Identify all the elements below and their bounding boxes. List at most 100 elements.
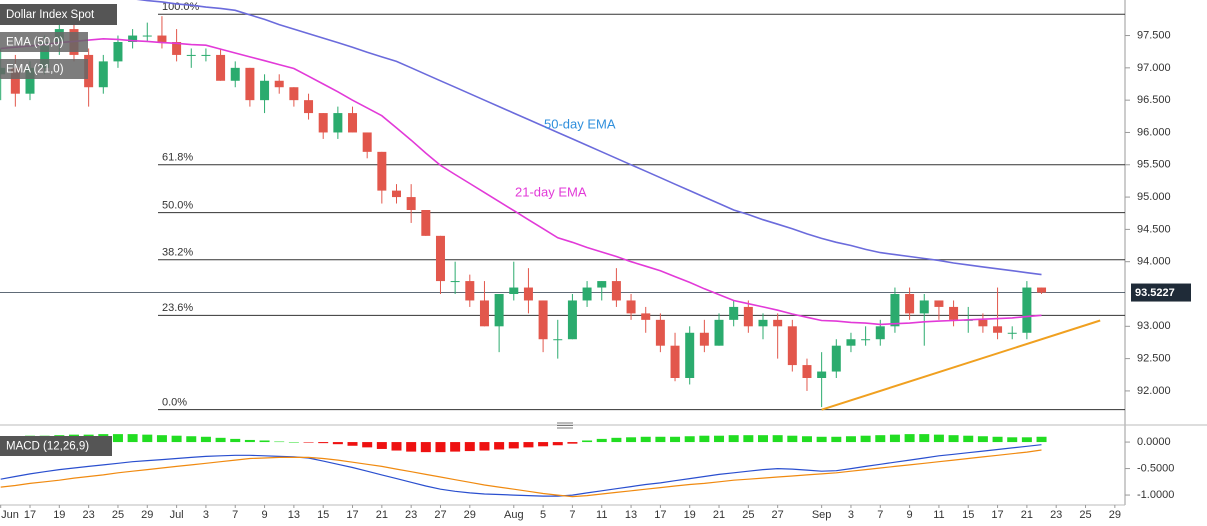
candle-body: [274, 80, 284, 88]
x-tick-label: 11: [596, 509, 607, 521]
y-tick-label: 97.000: [1137, 62, 1171, 74]
histogram-bar: [156, 435, 167, 443]
histogram-bar: [948, 435, 959, 443]
x-tick-label: 25: [742, 509, 754, 521]
candle-body: [1022, 287, 1032, 333]
candle-body: [1037, 287, 1047, 293]
trendline: [821, 319, 1101, 411]
x-tick-label: 7: [232, 509, 238, 521]
candle-body: [84, 54, 94, 88]
candle-body: [216, 54, 226, 81]
legend-box: [0, 59, 88, 79]
x-tick-label: 29: [141, 509, 153, 521]
y-tick-label: 93.000: [1137, 320, 1171, 332]
candle-body: [113, 42, 123, 62]
candle-body: [260, 80, 270, 101]
ema-line: [0, 37, 1042, 326]
legend-box: [0, 32, 88, 52]
fib-level-label: 38.2%: [162, 247, 193, 259]
x-tick-label: 19: [684, 509, 696, 521]
candle-body: [567, 300, 577, 340]
candle-body: [362, 132, 372, 152]
x-tick-label: 27: [434, 509, 446, 521]
x-tick-label: 11: [933, 509, 944, 521]
candle-body: [318, 113, 328, 133]
histogram-bar: [288, 442, 299, 443]
candle-body: [831, 345, 841, 372]
candle-body: [538, 300, 548, 340]
candle-body: [905, 294, 915, 314]
candle-body: [128, 35, 138, 42]
histogram-bar: [538, 442, 549, 447]
candle-body: [10, 67, 20, 94]
x-tick-label: 21: [376, 509, 388, 521]
x-tick-label: 17: [346, 509, 358, 521]
y-tick-label: 0.0000: [1137, 436, 1171, 448]
histogram-bar: [420, 442, 431, 453]
candle-body: [890, 294, 900, 327]
histogram-bar: [582, 440, 593, 443]
x-tick-label: 29: [1109, 509, 1121, 521]
x-tick-label: 21: [713, 509, 725, 521]
histogram-bar: [376, 442, 387, 449]
histogram-bar: [743, 435, 754, 443]
histogram-bar: [406, 442, 417, 452]
histogram-bar: [508, 442, 519, 449]
histogram-bar: [523, 442, 534, 448]
histogram-bar: [391, 442, 402, 451]
histogram-bar: [200, 436, 211, 443]
histogram-bar: [362, 442, 373, 448]
candle-body: [509, 287, 519, 294]
histogram-bar: [435, 442, 446, 453]
legend-box: [0, 436, 112, 456]
candle-body: [993, 326, 1003, 333]
ema-line: [136, 0, 1042, 276]
histogram-bar: [699, 435, 710, 443]
axes: 92.000 92.500 93.000 94.000 94.500 95.000 95.5…: [0, 29, 1191, 521]
x-tick-label: 7: [569, 509, 575, 521]
macd-line: [0, 444, 1042, 497]
histogram-bar: [801, 436, 812, 443]
x-tick-label: 13: [625, 509, 637, 521]
histogram-bar: [670, 436, 681, 443]
histogram-bar: [684, 436, 695, 443]
candle-body: [245, 67, 255, 101]
histogram-bar: [494, 442, 505, 450]
y-tick-label: -1.0000: [1137, 489, 1174, 501]
candle-body: [846, 339, 856, 346]
candle-body: [186, 54, 196, 56]
legend-label: EMA (50,0): [6, 37, 64, 49]
y-tick-label: 95.500: [1137, 159, 1171, 171]
candle-body: [949, 306, 959, 320]
candle-body: [25, 67, 35, 94]
candle-body: [157, 35, 167, 42]
annotation: 21-day EMA: [515, 184, 587, 199]
y-tick-label: 92.000: [1137, 385, 1171, 397]
y-tick-label: 95.000: [1137, 191, 1171, 203]
candle-body: [523, 287, 533, 301]
candle-body: [641, 313, 651, 320]
histogram-bar: [464, 442, 475, 452]
candle-body: [758, 319, 768, 327]
macd-plot: [0, 434, 1047, 498]
x-tick-label: Jun: [1, 509, 19, 521]
histogram-bar: [655, 436, 666, 443]
candle-body: [729, 306, 739, 320]
candle-body: [934, 300, 944, 307]
x-tick-label: 17: [24, 509, 36, 521]
macd-line: [0, 449, 1042, 498]
x-tick-label: 17: [654, 509, 666, 521]
histogram-bar: [552, 442, 563, 446]
y-tick-label: 96.500: [1137, 94, 1171, 106]
histogram-bar: [215, 437, 226, 443]
fib-level-label: 23.6%: [162, 302, 193, 314]
x-tick-label: 9: [907, 509, 913, 521]
histogram-bar: [977, 436, 988, 443]
candle-body: [611, 281, 621, 301]
fib-level-label: 100.0%: [162, 1, 200, 13]
x-tick-label: 23: [405, 509, 417, 521]
x-tick-label: 13: [288, 509, 300, 521]
candle-body: [685, 332, 695, 378]
